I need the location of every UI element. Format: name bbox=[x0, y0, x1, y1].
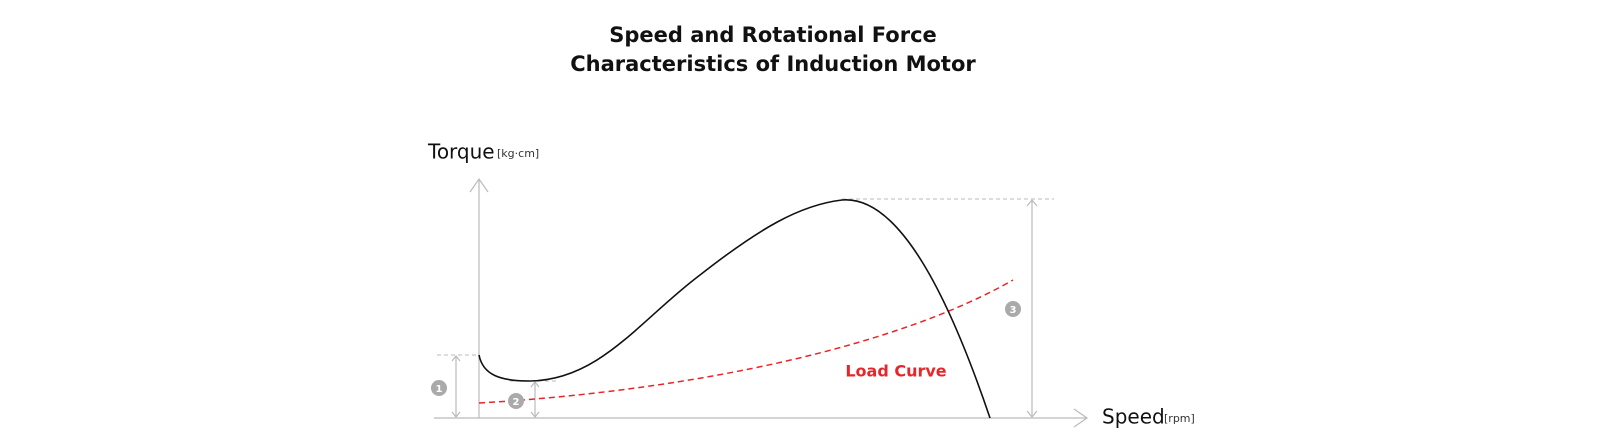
arrow-head bbox=[451, 355, 461, 362]
load-curve bbox=[478, 279, 1014, 404]
title-line: Characteristics of Induction Motor bbox=[570, 52, 976, 76]
arrow-head bbox=[1026, 199, 1038, 207]
y-axis-label: Torque bbox=[427, 140, 495, 164]
y-axis-unit: [kg·cm] bbox=[497, 147, 539, 160]
x-axis-unit: [rpm] bbox=[1164, 412, 1195, 425]
y-axis-arrow bbox=[469, 177, 489, 193]
arrow-head bbox=[530, 411, 540, 418]
marker-number: 1 bbox=[436, 384, 443, 395]
torque-curve bbox=[478, 199, 991, 419]
arrow-head bbox=[1026, 410, 1038, 418]
x-axis-arrow bbox=[1073, 408, 1089, 428]
title-line: Speed and Rotational Force bbox=[609, 23, 937, 47]
arrow-head bbox=[530, 381, 540, 388]
load-curve-label: Load Curve bbox=[845, 362, 946, 381]
marker-circle bbox=[1005, 301, 1021, 317]
arrow-head bbox=[451, 411, 461, 418]
marker-number: 3 bbox=[1010, 305, 1017, 316]
x-axis-label: Speed bbox=[1102, 405, 1165, 429]
marker-number: 2 bbox=[513, 397, 520, 408]
marker-circle bbox=[431, 380, 447, 396]
marker-circle bbox=[508, 393, 524, 409]
